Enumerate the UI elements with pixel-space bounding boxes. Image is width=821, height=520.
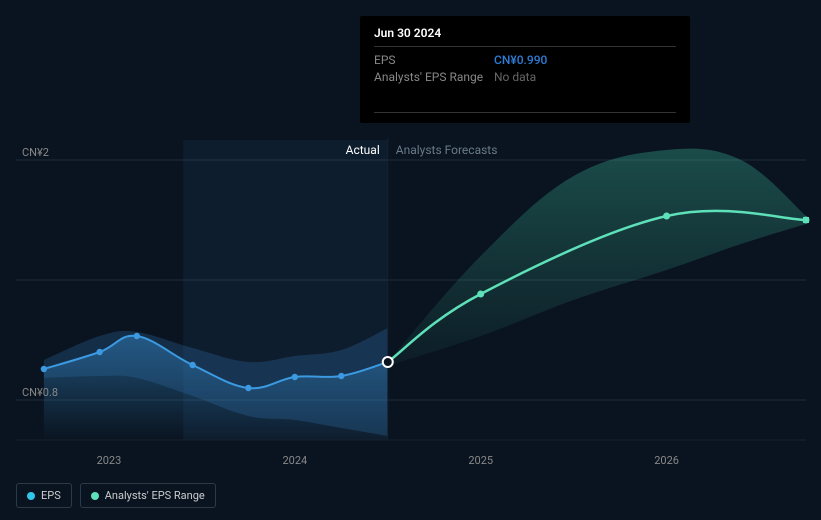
svg-text:CN¥2: CN¥2	[22, 146, 49, 159]
tooltip-row-value: No data	[494, 70, 536, 84]
svg-text:2025: 2025	[468, 454, 493, 467]
legend-label: EPS	[41, 489, 61, 502]
svg-text:2026: 2026	[654, 454, 679, 467]
legend-dot-icon	[27, 492, 35, 500]
legend-dot-icon	[91, 492, 99, 500]
tooltip-row: Analysts' EPS Range No data	[374, 70, 676, 84]
legend: EPS Analysts' EPS Range	[16, 483, 216, 508]
svg-text:2024: 2024	[282, 454, 307, 467]
svg-text:2023: 2023	[97, 454, 122, 467]
legend-label: Analysts' EPS Range	[105, 489, 205, 502]
tooltip: Jun 30 2024 EPS CN¥0.990 Analysts' EPS R…	[360, 16, 690, 123]
legend-item-eps[interactable]: EPS	[16, 483, 72, 508]
svg-text:Analysts Forecasts: Analysts Forecasts	[396, 143, 498, 157]
tooltip-date: Jun 30 2024	[374, 26, 676, 40]
tooltip-row-value: CN¥0.990	[494, 53, 547, 67]
svg-text:CN¥0.8: CN¥0.8	[22, 386, 58, 399]
legend-item-range[interactable]: Analysts' EPS Range	[80, 483, 216, 508]
eps-chart: { "currency_prefix": "CN¥", "tooltip": {…	[0, 0, 821, 520]
tooltip-row: EPS CN¥0.990	[374, 53, 676, 67]
tooltip-row-label: EPS	[374, 53, 494, 67]
tooltip-row-label: Analysts' EPS Range	[374, 70, 494, 84]
svg-text:Actual: Actual	[346, 143, 380, 157]
